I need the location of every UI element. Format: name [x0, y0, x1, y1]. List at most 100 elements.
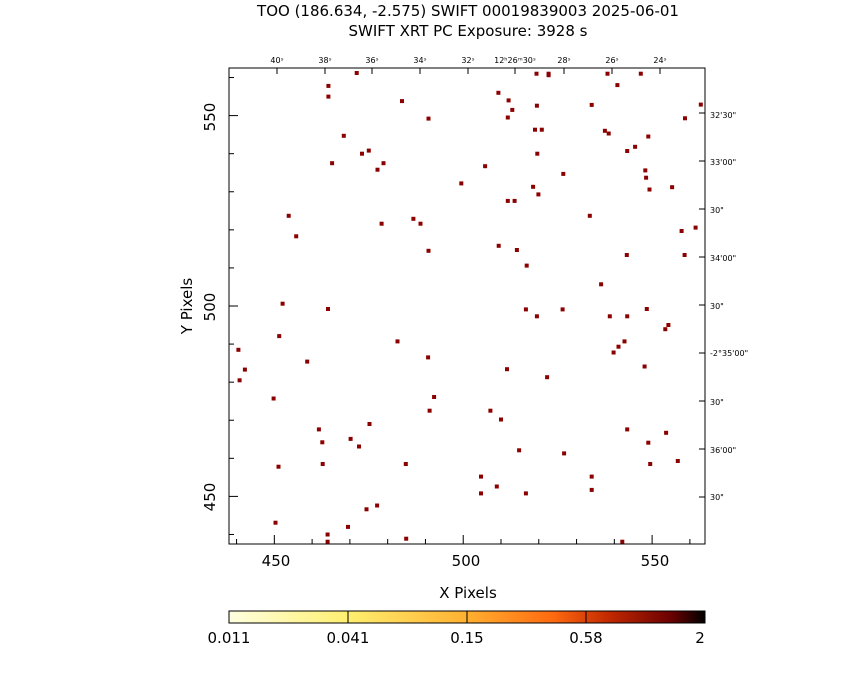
colorbar-label-2: 0.15 [450, 629, 483, 647]
photon-point [273, 520, 278, 525]
photon-point [607, 314, 612, 319]
photon-point [523, 307, 528, 312]
photon-point [534, 314, 539, 319]
photon-point [494, 484, 499, 489]
colorbar-label-1: 0.041 [327, 629, 370, 647]
photon-point [514, 248, 519, 252]
photon-point [411, 216, 416, 221]
photon-point [606, 131, 611, 136]
photon-point [364, 507, 369, 512]
photon-point [325, 539, 330, 544]
photon-point [346, 524, 350, 529]
photon-point [305, 359, 310, 364]
y-tick-label-550: 550 [201, 103, 219, 132]
photon-point [517, 448, 522, 453]
plot-frame [228, 67, 706, 545]
colorbar-label-3: 0.58 [569, 629, 602, 647]
photon-point [625, 149, 630, 153]
photon-point [599, 282, 604, 287]
photon-point [616, 344, 621, 349]
photon-point [615, 83, 620, 88]
photon-point [589, 487, 594, 492]
photon-point [381, 161, 386, 166]
photon-point [483, 164, 488, 169]
colorbar-label-4: 2 [695, 629, 705, 647]
photon-point [624, 253, 629, 257]
colorbar-labels: 0.011 0.041 0.15 0.58 2 [208, 629, 705, 647]
photon-point [539, 127, 544, 132]
photon-point [432, 395, 437, 399]
photon-point [341, 133, 346, 138]
photon-point [605, 71, 610, 76]
title-line-2: SWIFT XRT PC Exposure: 3928 s [349, 22, 588, 40]
photon-point [646, 440, 651, 445]
photon-point [400, 99, 404, 104]
dec-label-4: 30" [710, 302, 724, 311]
photon-point [560, 307, 565, 312]
photon-point [426, 116, 431, 121]
photon-point [664, 430, 669, 435]
photon-point [642, 364, 647, 369]
photon-point [647, 187, 652, 192]
photon-point [535, 151, 540, 156]
photon-point [499, 417, 503, 422]
ra-label-0: 40ˢ [270, 56, 283, 65]
photon-point [395, 339, 400, 344]
dec-label-1: 33'00" [710, 158, 736, 167]
photon-point [536, 192, 541, 197]
photon-point [648, 462, 653, 466]
photon-point [459, 181, 464, 186]
photon-point [426, 355, 431, 360]
colorbar-label-0: 0.011 [208, 629, 251, 647]
photon-point [357, 444, 361, 449]
photon-point [589, 102, 594, 107]
dec-label-7: 36'00" [710, 446, 736, 455]
photon-point [330, 161, 335, 166]
photon-point [683, 116, 687, 121]
photon-point [505, 367, 509, 372]
photon-point [682, 253, 687, 257]
photon-point [663, 327, 668, 332]
photon-point [670, 185, 675, 190]
photon-point [479, 474, 483, 479]
photon-point [589, 474, 594, 479]
photon-point [505, 198, 510, 203]
photon-point [375, 167, 380, 172]
photon-point [534, 103, 539, 108]
ticks-layer [229, 68, 705, 544]
wcs-right-labels: 32'30" 33'00" 30" 34'00" 30" -2°35'00" 3… [710, 111, 748, 502]
ra-label-1: 38ˢ [318, 56, 331, 65]
photon-point [237, 378, 242, 383]
photon-point [693, 225, 698, 230]
photon-point [534, 71, 539, 76]
photon-point [620, 539, 625, 544]
x-tick-labels: 450 500 550 [262, 552, 670, 570]
dec-label-2: 30" [710, 206, 724, 215]
photon-point [236, 347, 241, 352]
photon-point [679, 229, 684, 233]
photon-point [354, 71, 359, 75]
ra-label-3: 34ˢ [413, 56, 426, 65]
photon-point [271, 396, 276, 401]
photon-point [277, 334, 282, 339]
photon-point [602, 128, 607, 133]
photon-point [638, 71, 643, 76]
photon-point [375, 503, 380, 508]
photon-point [427, 408, 432, 413]
photon-point [325, 532, 330, 537]
photon-point [326, 307, 330, 311]
y-tick-label-450: 450 [201, 483, 219, 512]
ra-label-2: 36ˢ [365, 56, 378, 65]
photon-point [294, 234, 299, 239]
photon-point [280, 301, 285, 306]
dec-label-0: 32'30" [710, 111, 736, 120]
photon-point [643, 168, 648, 173]
photon-point [698, 102, 703, 107]
photon-point [316, 427, 321, 432]
photon-point [242, 367, 247, 372]
photon-point [625, 314, 630, 319]
photon-point [531, 184, 536, 189]
photon-point [633, 144, 638, 149]
photon-point [276, 464, 281, 469]
